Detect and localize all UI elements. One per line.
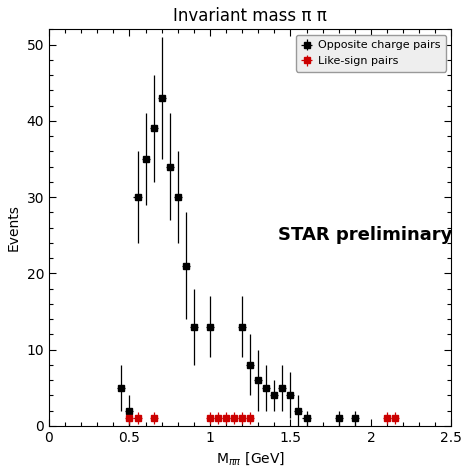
Y-axis label: Events: Events: [7, 204, 21, 251]
Text: STAR preliminary: STAR preliminary: [278, 226, 452, 244]
Title: Invariant mass π π: Invariant mass π π: [173, 7, 327, 25]
Legend: Opposite charge pairs, Like-sign pairs: Opposite charge pairs, Like-sign pairs: [296, 35, 446, 72]
X-axis label: $\mathrm{M}_{\pi\pi}$ [GeV]: $\mathrm{M}_{\pi\pi}$ [GeV]: [216, 450, 285, 467]
